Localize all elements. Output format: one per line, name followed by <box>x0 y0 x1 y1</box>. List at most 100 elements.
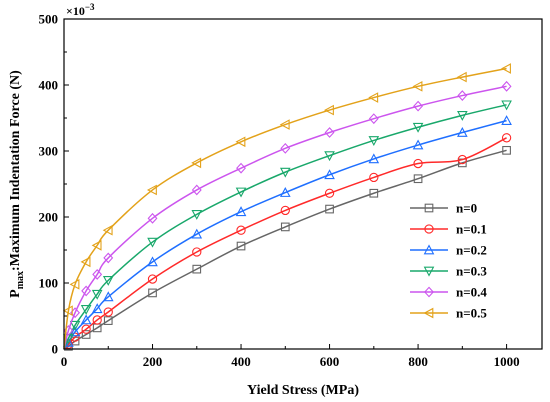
series-line <box>63 104 507 350</box>
data-point <box>91 289 103 300</box>
data-point <box>368 92 379 103</box>
data-point <box>147 212 158 224</box>
x-axis-title: Yield Stress (MPa) <box>247 383 359 398</box>
series-1 <box>63 145 511 351</box>
data-point <box>279 167 291 178</box>
data-point <box>323 104 334 116</box>
data-point <box>192 264 202 274</box>
y-multiplier-exponent: −3 <box>85 2 95 12</box>
data-point <box>412 139 424 150</box>
legend-entry: n=0.5 <box>410 306 487 321</box>
data-point <box>368 113 379 125</box>
legend-entry: n=0.1 <box>410 222 487 237</box>
data-point <box>81 285 92 297</box>
y-multiplier-base: ×10 <box>66 4 85 18</box>
y-axis-title: Pmax:Maximum Indentation Force (N) <box>8 70 26 298</box>
data-point <box>236 225 246 235</box>
x-tick-label: 600 <box>320 354 340 369</box>
y-tick-label: 200 <box>39 210 59 225</box>
series-3 <box>63 115 512 350</box>
legend-entry: n=0.3 <box>410 264 487 279</box>
data-point <box>92 269 103 280</box>
data-point <box>102 276 114 286</box>
data-point <box>501 100 512 111</box>
x-tick-label: 800 <box>408 354 428 369</box>
legend-label: n=0.3 <box>456 264 487 279</box>
plot-frame <box>63 18 543 350</box>
x-tick-label: 200 <box>143 354 163 369</box>
axes: 0 200 400 600 800 1000 0 100 200 300 400 500 <box>39 12 520 370</box>
legend-marker <box>423 307 434 319</box>
data-point <box>325 204 334 214</box>
y-tick-label: 0 <box>52 342 59 357</box>
data-point <box>412 81 423 92</box>
data-point <box>501 133 512 143</box>
data-point <box>413 174 423 184</box>
data-point <box>501 63 511 74</box>
series-5 <box>63 80 512 350</box>
data-point <box>280 205 290 216</box>
data-point <box>413 158 423 169</box>
data-point <box>457 154 467 165</box>
data-point <box>280 222 290 232</box>
y-tick-label: 300 <box>39 144 59 159</box>
y-axis-title-main: P <box>8 289 23 298</box>
x-tick-label: 400 <box>231 354 251 369</box>
series-2 <box>63 133 512 350</box>
data-point <box>236 241 246 251</box>
data-point <box>147 256 158 267</box>
data-point <box>91 303 103 314</box>
data-point <box>369 188 379 198</box>
legend-marker <box>423 244 435 255</box>
data-point <box>235 136 246 148</box>
data-point <box>62 305 73 317</box>
data-point <box>235 206 247 217</box>
series-line <box>63 67 507 350</box>
y-multiplier: ×10−3 <box>66 2 95 18</box>
data-point <box>191 210 203 220</box>
data-point <box>456 71 467 83</box>
data-point <box>279 187 291 197</box>
data-point <box>502 145 511 155</box>
data-point <box>412 122 424 133</box>
legend-marker <box>424 224 434 234</box>
data-point <box>102 291 114 302</box>
data-point <box>236 162 246 174</box>
legend-marker <box>424 203 434 213</box>
data-point <box>235 187 247 198</box>
x-tick-label: 0 <box>61 354 68 369</box>
data-point <box>80 314 92 325</box>
data-point <box>81 330 91 339</box>
y-tick-label: 500 <box>39 12 59 27</box>
data-point <box>92 315 102 325</box>
data-point <box>147 274 158 284</box>
series-6 <box>62 63 511 350</box>
data-point <box>324 188 335 198</box>
data-point <box>69 279 80 290</box>
data-point <box>191 228 203 239</box>
data-point <box>80 256 91 268</box>
data-point <box>147 237 158 248</box>
legend: n=0 n=0.1 n=0.2 n=0.3 n=0.4 n=0.5 <box>410 201 487 321</box>
data-point <box>369 172 379 183</box>
data-point <box>148 288 157 298</box>
data-point <box>80 305 92 315</box>
data-point <box>191 157 202 169</box>
series-line <box>63 149 507 350</box>
y-tick-label: 400 <box>39 78 59 93</box>
legend-entry: n=0 <box>410 201 477 216</box>
legend-label: n=0.2 <box>456 243 487 258</box>
legend-marker <box>423 266 435 277</box>
data-point <box>324 151 335 162</box>
series-line <box>63 119 507 350</box>
data-point <box>324 169 335 180</box>
legend-label: n=0.5 <box>456 306 487 321</box>
data-point <box>501 115 512 125</box>
data-point <box>191 184 202 196</box>
data-point <box>69 320 81 331</box>
legend-entry: n=0.4 <box>410 285 487 300</box>
legend-label: n=0 <box>456 201 477 216</box>
data-point <box>192 247 202 257</box>
data-point <box>103 316 113 325</box>
